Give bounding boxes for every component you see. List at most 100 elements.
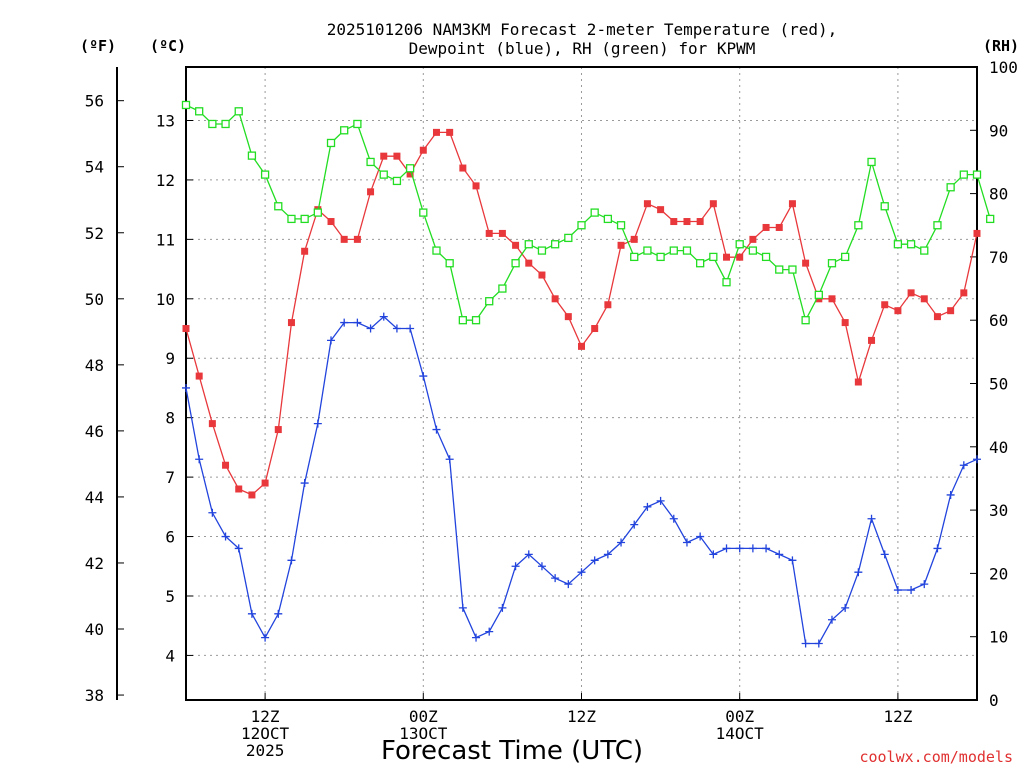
rh-point [959,170,968,179]
fahrenheit-tick-label: 40 [85,620,104,639]
dewpoint-point [630,520,639,529]
temperature-point [195,372,203,380]
rh-point [432,246,441,255]
fahrenheit-tick-label: 48 [85,356,104,375]
dewpoint-point [300,479,309,488]
temperature-point [525,259,533,267]
temperature-point [380,152,388,160]
dewpoint-series [182,312,981,648]
rh-point [906,240,916,249]
rh-point [748,246,758,255]
temperature-point [604,301,612,309]
rh-point [445,259,454,268]
temperature-point [670,218,678,226]
temperature-point [881,301,889,309]
dewpoint-point [735,544,744,553]
dewpoint-point [458,603,467,612]
data-series [181,100,995,648]
rh-line [185,104,991,322]
temperature-point [696,218,704,226]
rh-point [893,240,903,249]
dewpoint-point [511,562,520,571]
x-tick-label: 13OCT [399,724,448,743]
rh-tick-label: 10 [989,628,1008,647]
celsius-tick-label: 10 [156,290,175,309]
rh-point [933,221,942,230]
temperature-point [788,200,796,208]
rh-point [274,202,283,211]
x-tick-label: 12Z [567,707,596,726]
temperature-point [578,342,585,350]
rh-point [788,265,797,274]
dewpoint-point [327,336,336,345]
temperature-point [828,295,836,303]
temperature-point [432,128,440,136]
rh-point [405,164,415,173]
dewpoint-point [617,538,626,547]
rh-point [313,208,322,217]
rh-tick-label: 20 [989,564,1008,583]
rh-point [827,259,837,268]
temperature-point [235,485,243,493]
dewpoint-point [392,324,401,333]
fahrenheit-tick-label: 38 [85,686,104,705]
dewpoint-point [577,568,586,577]
temperature-point [327,218,335,226]
temperature-point [301,247,309,255]
rh-tick-label: 0 [989,691,999,710]
rh-tick-label: 40 [989,438,1008,457]
temperature-point [538,271,546,279]
rh-point [550,240,560,249]
temperature-point [907,289,915,297]
fahrenheit-tick-label: 54 [85,158,104,177]
dewpoint-point [406,324,415,333]
dewpoint-point [379,312,388,321]
fahrenheit-tick-label: 46 [85,422,104,441]
dewpoint-point [340,318,349,327]
temperature-point [208,420,216,428]
dewpoint-point [946,490,955,499]
rh-point [616,221,626,230]
rh-point [181,100,191,110]
dewpoint-point [353,318,362,327]
rh-point [735,240,744,249]
dewpoint-point [590,556,599,565]
dewpoint-point [485,627,494,636]
rh-point [696,259,705,268]
rh-point [247,151,257,160]
temperature-point [643,200,651,208]
dewpoint-point [221,532,230,541]
rh-point [392,176,402,186]
rh-tick-label: 70 [989,248,1008,267]
rh-point [972,170,982,179]
celsius-tick-label: 5 [165,587,175,606]
dewpoint-point [366,324,375,333]
dewpoint-point [841,603,850,612]
temperature-point [960,289,968,297]
temperature-point [868,336,876,344]
fahrenheit-tick-label: 50 [85,290,104,309]
rh-point [669,246,678,255]
temperature-point [683,218,691,226]
temperature-point [657,206,665,214]
temperature-point [485,229,493,237]
temperature-point [406,170,414,178]
temperature-point [630,235,638,243]
rh-point [419,208,428,217]
celsius-tick-label: 9 [165,349,175,368]
celsius-tick-label: 4 [165,646,175,665]
rh-point [379,170,388,179]
x-tick-label: 00Z [725,707,754,726]
rh-point [564,233,573,243]
temperature-point [709,200,717,208]
dewpoint-point [195,455,204,464]
rh-point [854,221,863,230]
fahrenheit-tick-label: 52 [85,224,104,243]
celsius-tick-label: 11 [156,230,175,249]
rh-point [682,246,692,255]
dewpoint-point [854,568,863,577]
x-tick-label: 12Z [251,707,280,726]
temperature-point [261,479,269,487]
temperature-point [749,235,757,243]
tick-labels: 3840424446485052545645678910111213010203… [85,58,1018,760]
